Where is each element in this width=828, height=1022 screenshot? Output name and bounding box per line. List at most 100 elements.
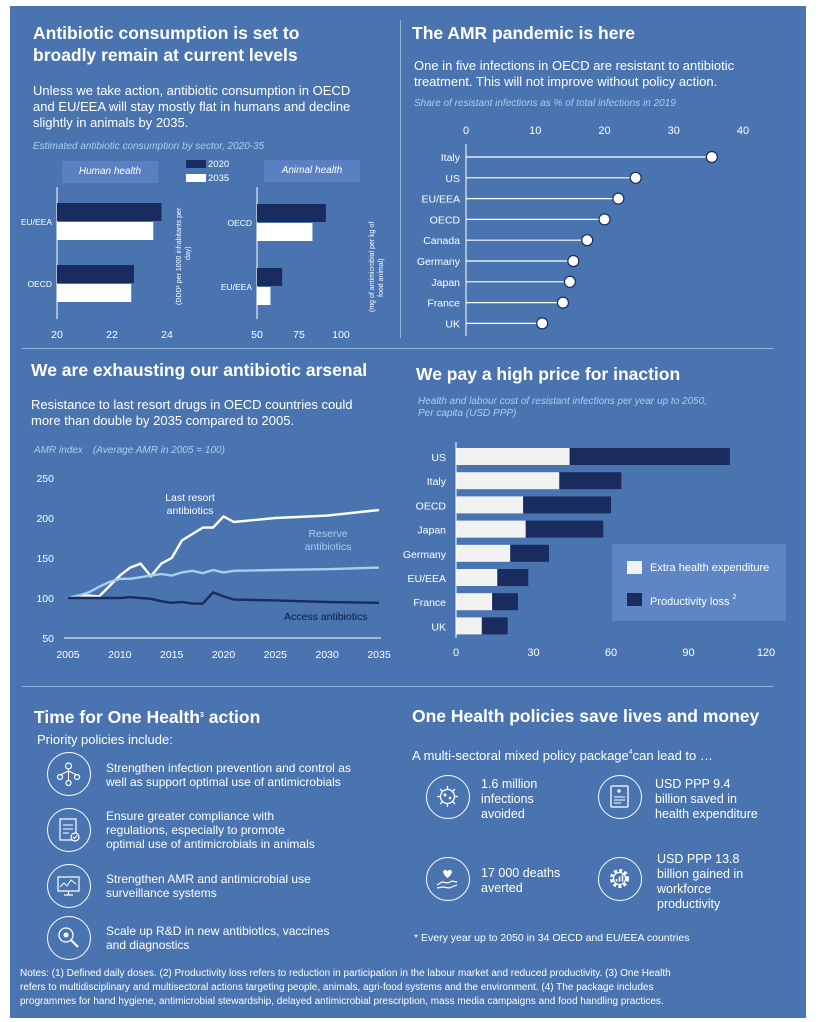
notes-line1: Notes: (1) Defined daily doses. (2) Prod… <box>20 968 671 979</box>
virus-icon <box>437 786 458 807</box>
resistant-point <box>612 192 625 205</box>
resistant-category-label: UK <box>445 318 460 330</box>
animal-tick-label: 50 <box>251 329 263 341</box>
result-1-line3: avoided <box>481 807 525 821</box>
section2-chart-subtitle: Share of resistant infections as % of to… <box>414 98 676 109</box>
resistant-tick-label: 30 <box>668 125 680 137</box>
animal-category-label: EU/EEA <box>221 282 253 292</box>
section1-chart-subtitle: Estimated antibiotic consumption by sect… <box>33 141 265 152</box>
legend-2035-label: 2035 <box>208 173 230 184</box>
cost-bar-japan-extra <box>456 520 526 538</box>
resistant-category-label: US <box>445 173 460 185</box>
amr-index-chart: 50 100 150 200 250 2005 2010 2015 2020 2025 2030 20… <box>36 473 391 661</box>
section4-subtitle-line1: Health and labour cost of resistant infe… <box>418 396 708 407</box>
gear-chart-icon <box>610 869 629 888</box>
cost-bar-oecd-extra <box>456 496 524 514</box>
policy-1-icon-circle <box>47 752 91 796</box>
section5-title-text: Time for One Health <box>34 707 200 727</box>
animal-health-chart: OECD EU/EEA 50 75 100 <box>221 187 350 341</box>
section1-body: Unless we take action, antibiotic consum… <box>33 83 398 131</box>
amr-line-reserve <box>67 566 380 600</box>
legend-2035-swatch <box>186 174 206 183</box>
section2-body-line1: One in five infections in OECD are resis… <box>414 58 735 73</box>
amr-index-note: (Average AMR in 2005 = 100) <box>92 445 225 456</box>
amr-x-tick-label: 2035 <box>367 649 391 661</box>
section4-subtitle-line2: Per capita (USD PPP) <box>418 408 517 419</box>
animal-tick-label: 100 <box>332 329 350 341</box>
cost-bar-italy-extra <box>456 472 560 490</box>
section6-intro-tail: can lead to … <box>632 748 713 763</box>
policy-1-line1: Strengthen infection prevention and cont… <box>106 761 351 775</box>
section3-title: We are exhausting our antibiotic arsenal <box>31 360 368 380</box>
resistant-point <box>629 171 642 184</box>
result-2-icon-circle <box>598 775 642 819</box>
resistant-category-label: EU/EEA <box>421 194 460 206</box>
amr-x-tick-label: 2020 <box>212 649 236 661</box>
resistant-category-label: Italy <box>441 152 461 164</box>
policy-4-line1: Scale up R&D in new antibiotics, vaccine… <box>106 924 330 938</box>
policy-2-text: Ensure greater compliance with regulatio… <box>106 809 315 851</box>
amr-y-tick-label: 150 <box>36 553 54 565</box>
result-2-line3: health expenditure <box>655 807 758 821</box>
policy-4-text: Scale up R&D in new antibiotics, vaccine… <box>106 924 329 952</box>
result-4-line3: workforce <box>657 882 712 896</box>
policy-4-line2: and diagnostics <box>106 938 190 952</box>
section1-title-line1: Antibiotic consumption is set to <box>33 23 300 43</box>
amr-x-tick-label: 2025 <box>264 649 288 661</box>
result-2-line2: billion saved in <box>655 792 737 806</box>
policy-3-line2: surveillance systems <box>106 886 217 900</box>
amr-index-label: AMR index <box>34 445 83 456</box>
resistant-tick-label: 10 <box>529 125 541 137</box>
section4-subtitle: Health and labour cost of resistant infe… <box>418 396 788 420</box>
legend-prod-footnote: 2 <box>732 594 737 601</box>
cost-bar-germany-extra <box>456 544 511 562</box>
result-4-line2: billion gained in <box>657 867 744 881</box>
legend-prod-swatch <box>627 593 642 606</box>
animal-bar-eueea-2020 <box>257 268 283 286</box>
legend-extra-swatch <box>627 561 642 574</box>
amr-index-subtitle: AMR index (Average AMR in 2005 = 100) <box>34 445 225 457</box>
last-resort-label-line1: Last resort <box>165 492 215 504</box>
hand-heart-icon <box>436 869 458 889</box>
legend-2020: 2020 <box>186 159 229 171</box>
section6-title: One Health policies save lives and money <box>412 706 760 726</box>
section2-body: One in five infections in OECD are resis… <box>414 58 784 90</box>
policy-3-icon-circle <box>47 864 91 908</box>
result-4-icon-circle <box>598 857 642 901</box>
cost-bar-italy-productivity <box>559 472 622 490</box>
resistant-point <box>536 317 549 330</box>
policy-2-line3: optimal use of antimicrobials in animals <box>106 837 315 851</box>
cost-category-label: US <box>431 452 446 464</box>
cost-bar-oecd-productivity <box>523 496 611 514</box>
result-2-text: USD PPP 9.4 billion saved in health expe… <box>655 777 758 822</box>
section5-title-tail: action <box>203 707 261 727</box>
human-bar-oecd-2035 <box>57 284 132 302</box>
cost-tick-label: 0 <box>453 647 459 659</box>
legend-prod-label: Productivity loss 2 <box>650 594 736 608</box>
cost-category-label: Italy <box>427 476 447 488</box>
section3-body: Resistance to last resort drugs in OECD … <box>31 397 396 429</box>
amr-line-last <box>67 508 380 600</box>
cost-bar-japan-productivity <box>525 520 604 538</box>
resistant-point <box>563 275 576 288</box>
resistant-point <box>598 213 611 226</box>
reserve-label-line2: antibiotics <box>305 541 352 553</box>
resistant-point <box>581 234 594 247</box>
amr-x-tick-label: 2005 <box>56 649 80 661</box>
human-tick-label: 20 <box>51 329 63 341</box>
access-label: Access antibiotics <box>284 611 367 623</box>
cost-bar-eueea-extra <box>456 569 498 586</box>
animal-category-label: OECD <box>227 218 252 228</box>
section6-intro-text: A multi-sectoral mixed policy package <box>412 748 629 763</box>
section6-intro: A multi-sectoral mixed policy package4ca… <box>412 745 713 764</box>
result-2-line1: USD PPP 9.4 <box>655 777 731 791</box>
section5-intro: Priority policies include: <box>37 732 173 747</box>
policy-3-line1: Strengthen AMR and antimicrobial use <box>106 872 311 886</box>
cost-legend: Extra health expenditure Productivity lo… <box>612 544 786 621</box>
cost-category-label: EU/EEA <box>407 573 446 585</box>
amr-y-tick-label: 100 <box>36 593 54 605</box>
cost-tick-label: 60 <box>605 647 617 659</box>
vertical-divider <box>400 20 401 338</box>
legend-prod-text: Productivity loss <box>650 596 730 608</box>
amr-x-tick-label: 2030 <box>315 649 339 661</box>
